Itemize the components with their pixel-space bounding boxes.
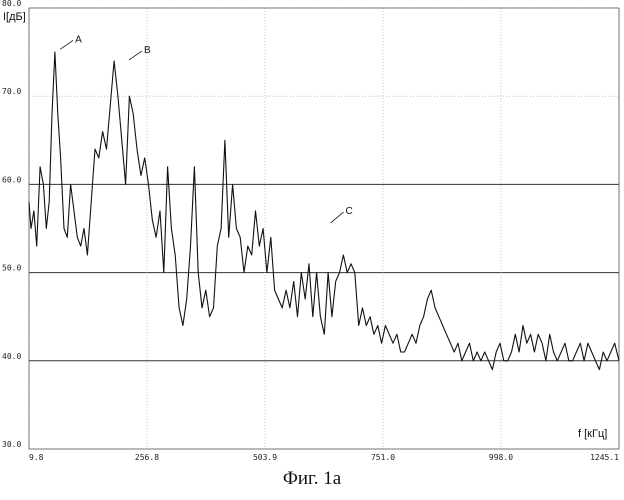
x-tick-label: 256.8 xyxy=(135,453,159,462)
grid xyxy=(29,8,619,449)
y-axis-label: I[дБ] xyxy=(3,11,26,23)
y-tick-label: 50.0 xyxy=(2,264,21,273)
peak-label-b: B xyxy=(144,45,151,56)
x-tick-label: 1245.1 xyxy=(590,453,619,462)
y-ticks: 30.0 40.0 50.0 60.0 70.0 80.0 xyxy=(2,0,21,449)
x-tick-label: 503.9 xyxy=(253,453,277,462)
annotation-leader xyxy=(331,212,344,223)
peak-label-a: A xyxy=(75,34,82,45)
annotation-leader xyxy=(60,40,73,49)
peak-annotations: A B C xyxy=(60,34,353,223)
y-tick-label: 60.0 xyxy=(2,175,21,184)
x-ticks: 9.8 256.8 503.9 751.0 998.0 1245.1 xyxy=(29,453,619,462)
x-tick-label: 751.0 xyxy=(371,453,395,462)
plot-frame xyxy=(29,8,619,449)
figure-caption: Фиг. 1а xyxy=(0,468,624,490)
annotation-leader xyxy=(129,51,142,60)
peak-label-c: C xyxy=(346,206,353,217)
series-line xyxy=(29,52,619,370)
x-tick-label: 998.0 xyxy=(489,453,513,462)
y-tick-label: 70.0 xyxy=(2,87,21,96)
x-axis-label: f [кГц] xyxy=(578,428,607,440)
y-tick-label: 80.0 xyxy=(2,0,21,8)
x-tick-label: 9.8 xyxy=(29,453,44,462)
y-tick-label: 30.0 xyxy=(2,440,21,449)
y-tick-label: 40.0 xyxy=(2,352,21,361)
